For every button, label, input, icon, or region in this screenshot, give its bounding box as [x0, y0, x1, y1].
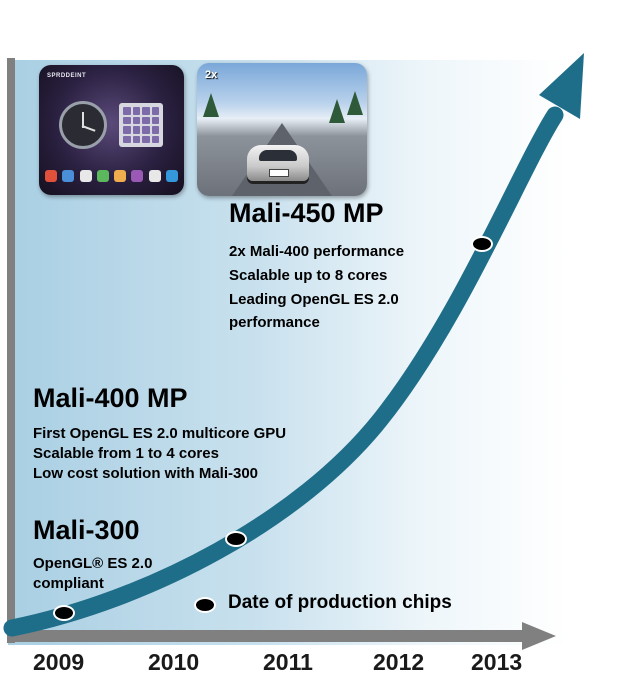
app-icon: [148, 170, 161, 182]
app-icon: [62, 170, 75, 182]
milestone-dot-mali-450: [471, 236, 493, 252]
horizontal-axis: [7, 630, 527, 642]
app-icon: [79, 170, 92, 182]
horizontal-axis-arrow: [522, 622, 556, 650]
milestone-dot-mali-400: [225, 531, 247, 547]
game-hud-label: 2x: [205, 69, 218, 81]
desktop-ui-thumbnail: SPRDDEINT: [39, 65, 184, 195]
tree-icon: [347, 91, 363, 115]
growth-curve: [3, 106, 564, 637]
mali-400-bullet: Low cost solution with Mali-300: [33, 465, 259, 482]
app-dock: [45, 167, 178, 185]
vertical-axis: [7, 58, 15, 643]
mali-450-title: Mali-450 MP: [229, 198, 384, 228]
clock-icon: [59, 101, 107, 149]
app-icon: [165, 170, 178, 182]
app-icon: [131, 170, 144, 182]
legend-dot: [194, 597, 216, 613]
mali-300-bullet: compliant: [33, 575, 104, 592]
mali-450-bullet: 2x Mali-400 performance: [229, 243, 405, 260]
growth-curve-arrowhead: [539, 53, 584, 119]
race-car: [247, 145, 309, 181]
desktop-brand-label: SPRDDEINT: [47, 73, 87, 79]
mali-450-bullet: Scalable up to 8 cores: [229, 267, 388, 284]
year-label-2011: 2011: [263, 649, 313, 675]
tree-icon: [203, 93, 219, 117]
legend-label: Date of production chips: [228, 592, 452, 613]
mali-450-bullet: Leading OpenGL ES 2.0: [229, 291, 399, 308]
year-label-2013: 2013: [471, 649, 523, 675]
app-icon: [45, 170, 57, 182]
app-icon: [96, 170, 109, 182]
calendar-icon: [119, 103, 163, 147]
tree-icon: [329, 99, 345, 123]
mali-300-bullet: OpenGL® ES 2.0: [33, 555, 153, 572]
mali-400-bullet: First OpenGL ES 2.0 multicore GPU: [33, 425, 287, 442]
mali-400-bullet: Scalable from 1 to 4 cores: [33, 445, 219, 462]
year-label-2009: 2009: [33, 649, 85, 675]
mali-450-bullet: performance: [229, 314, 320, 331]
mali-400-title: Mali-400 MP: [33, 383, 188, 413]
milestone-dot-mali-300: [53, 605, 75, 621]
racing-game-thumbnail: 2x: [197, 63, 367, 196]
app-icon: [114, 170, 127, 182]
mali-300-title: Mali-300: [33, 515, 140, 545]
year-label-2012: 2012: [373, 649, 425, 675]
year-label-2010: 2010: [148, 649, 200, 675]
